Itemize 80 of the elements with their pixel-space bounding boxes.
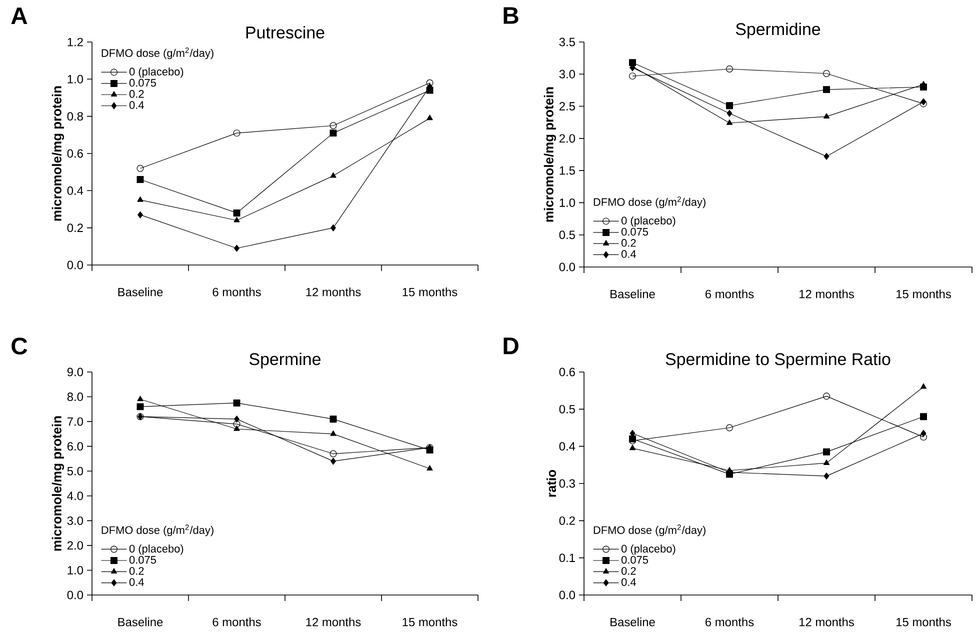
y-tick-label: 1.5 bbox=[560, 166, 575, 175]
x-tick-label: 15 months bbox=[896, 618, 951, 626]
y-tick-label: 9.0 bbox=[67, 368, 84, 376]
x-tick-label: 12 months bbox=[800, 290, 854, 298]
y-tick-label: 0.2 bbox=[67, 224, 83, 232]
y-tick-label: 0.0 bbox=[67, 260, 84, 270]
y-tick-label: 7.0 bbox=[67, 417, 84, 426]
text: A bbox=[11, 8, 28, 24]
y-tick-label: 3.5 bbox=[559, 38, 575, 46]
x-tick-label: 6 months bbox=[212, 288, 261, 296]
y-tick-label: 0.0 bbox=[67, 590, 84, 600]
y-tick-label: 3.0 bbox=[559, 70, 576, 78]
legend-label: 0.075 bbox=[621, 228, 648, 236]
legend-label: 0 (placebo) bbox=[129, 67, 184, 78]
legend-label: 0.075 bbox=[129, 78, 156, 87]
y-tick-label: 0.2 bbox=[559, 516, 575, 525]
y-tick-label: 0.4 bbox=[67, 186, 84, 195]
y-tick-label: 0.6 bbox=[67, 149, 83, 158]
text: C bbox=[12, 338, 28, 355]
x-tick-label: Baseline bbox=[118, 288, 163, 296]
y-tick-label: 0.5 bbox=[559, 230, 575, 240]
y-tick-label: 0.6 bbox=[559, 368, 575, 376]
x-tick-label: Baseline bbox=[118, 618, 163, 626]
legend-label: 0.4 bbox=[621, 578, 636, 586]
x-tick-label: 6 months bbox=[212, 618, 261, 626]
y-tick-label: 1.0 bbox=[68, 74, 84, 84]
x-tick-label: 15 months bbox=[402, 618, 458, 626]
x-tick-label: 6 months bbox=[706, 618, 754, 626]
x-tick-label: 15 months bbox=[402, 288, 458, 296]
y-axis-title: ratio bbox=[546, 470, 556, 497]
legend-label: 0.075 bbox=[129, 556, 156, 564]
legend-label: 0.2 bbox=[621, 567, 636, 575]
legend-title: DFMO dose (g/m$^{2}$/day) bbox=[102, 524, 214, 536]
legend-title: DFMO dose (g/m$^{2}$/day) bbox=[594, 196, 706, 208]
x-tick-label: 6 months bbox=[706, 290, 754, 298]
x-tick-label: 12 months bbox=[306, 288, 361, 296]
y-tick-label: 8.0 bbox=[67, 392, 84, 402]
y-tick-label: 2.0 bbox=[67, 541, 84, 550]
legend-label: 0.4 bbox=[129, 101, 144, 109]
x-tick-label: 15 months bbox=[896, 290, 951, 298]
chart-title: Spermidine bbox=[736, 22, 820, 38]
y-tick-label: 0.4 bbox=[559, 442, 576, 451]
y-axis-title: micromole/mg protein bbox=[544, 87, 556, 222]
y-tick-label: 0.3 bbox=[559, 479, 575, 488]
y-tick-label: 1.0 bbox=[68, 566, 84, 574]
y-tick-label: 0.0 bbox=[559, 262, 576, 272]
legend-label: 0 (placebo) bbox=[621, 544, 676, 555]
x-tick-label: Baseline bbox=[610, 618, 655, 626]
text: B bbox=[504, 7, 518, 24]
legend-label: 0.4 bbox=[621, 250, 636, 258]
y-tick-label: 0.1 bbox=[559, 554, 575, 562]
y-tick-label: 5.0 bbox=[67, 466, 84, 476]
y-tick-label: 1.0 bbox=[560, 198, 576, 207]
x-tick-label: 12 months bbox=[306, 618, 361, 626]
x-tick-label: Baseline bbox=[610, 290, 655, 298]
legend-label: 0.2 bbox=[621, 239, 636, 247]
legend-label: 0 (placebo) bbox=[621, 216, 676, 227]
legend-label: 0.2 bbox=[129, 90, 144, 98]
y-tick-label: 6.0 bbox=[67, 442, 84, 451]
y-tick-label: 1.2 bbox=[68, 38, 83, 46]
chart-title: Putrescine bbox=[246, 26, 324, 39]
y-axis-title: micromole/mg protein bbox=[52, 86, 64, 221]
y-tick-label: 0.0 bbox=[559, 590, 576, 600]
y-tick-label: 4.0 bbox=[67, 492, 84, 500]
y-tick-label: 0.5 bbox=[559, 404, 575, 414]
text: D bbox=[504, 338, 518, 354]
x-tick-label: 12 months bbox=[800, 618, 854, 626]
legend-label: 0.075 bbox=[621, 556, 648, 564]
y-tick-label: 2.5 bbox=[559, 102, 575, 111]
legend-label: 0.2 bbox=[129, 567, 144, 575]
y-tick-label: 3.0 bbox=[67, 516, 84, 525]
y-tick-label: 0.8 bbox=[67, 112, 83, 121]
legend-label: 0 (placebo) bbox=[129, 544, 184, 555]
legend-title: DFMO dose (g/m$^{2}$/day) bbox=[594, 524, 706, 536]
legend-title: DFMO dose (g/m$^{2}$/day) bbox=[102, 48, 214, 60]
y-axis-title: micromole/mg protein bbox=[52, 416, 64, 551]
y-tick-label: 2.0 bbox=[559, 134, 576, 143]
legend-label: 0.4 bbox=[129, 578, 144, 586]
chart-title: Spermidine to Spermine Ratio bbox=[666, 352, 890, 369]
chart-title: Spermine bbox=[250, 352, 320, 369]
